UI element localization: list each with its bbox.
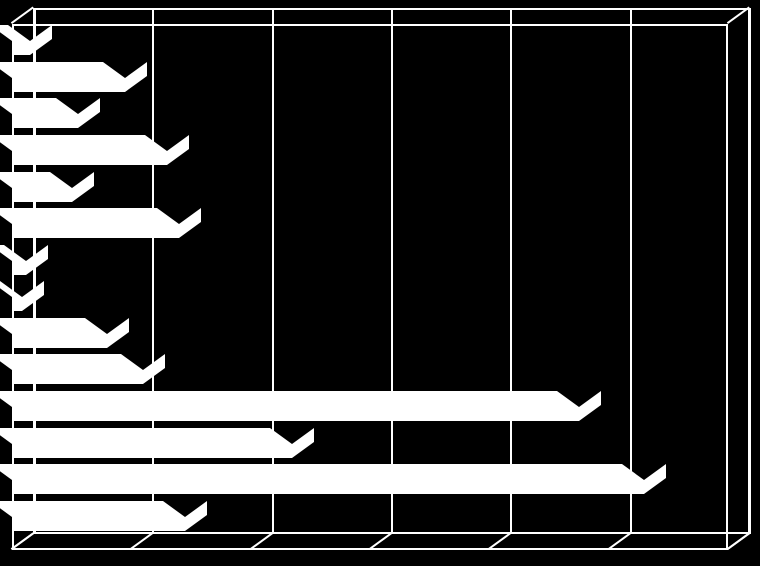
box-edge xyxy=(727,532,750,550)
horizontal-bar-chart xyxy=(0,0,760,566)
box-edge xyxy=(11,6,34,24)
plot-front-frame xyxy=(12,24,728,550)
gridline xyxy=(749,8,751,534)
